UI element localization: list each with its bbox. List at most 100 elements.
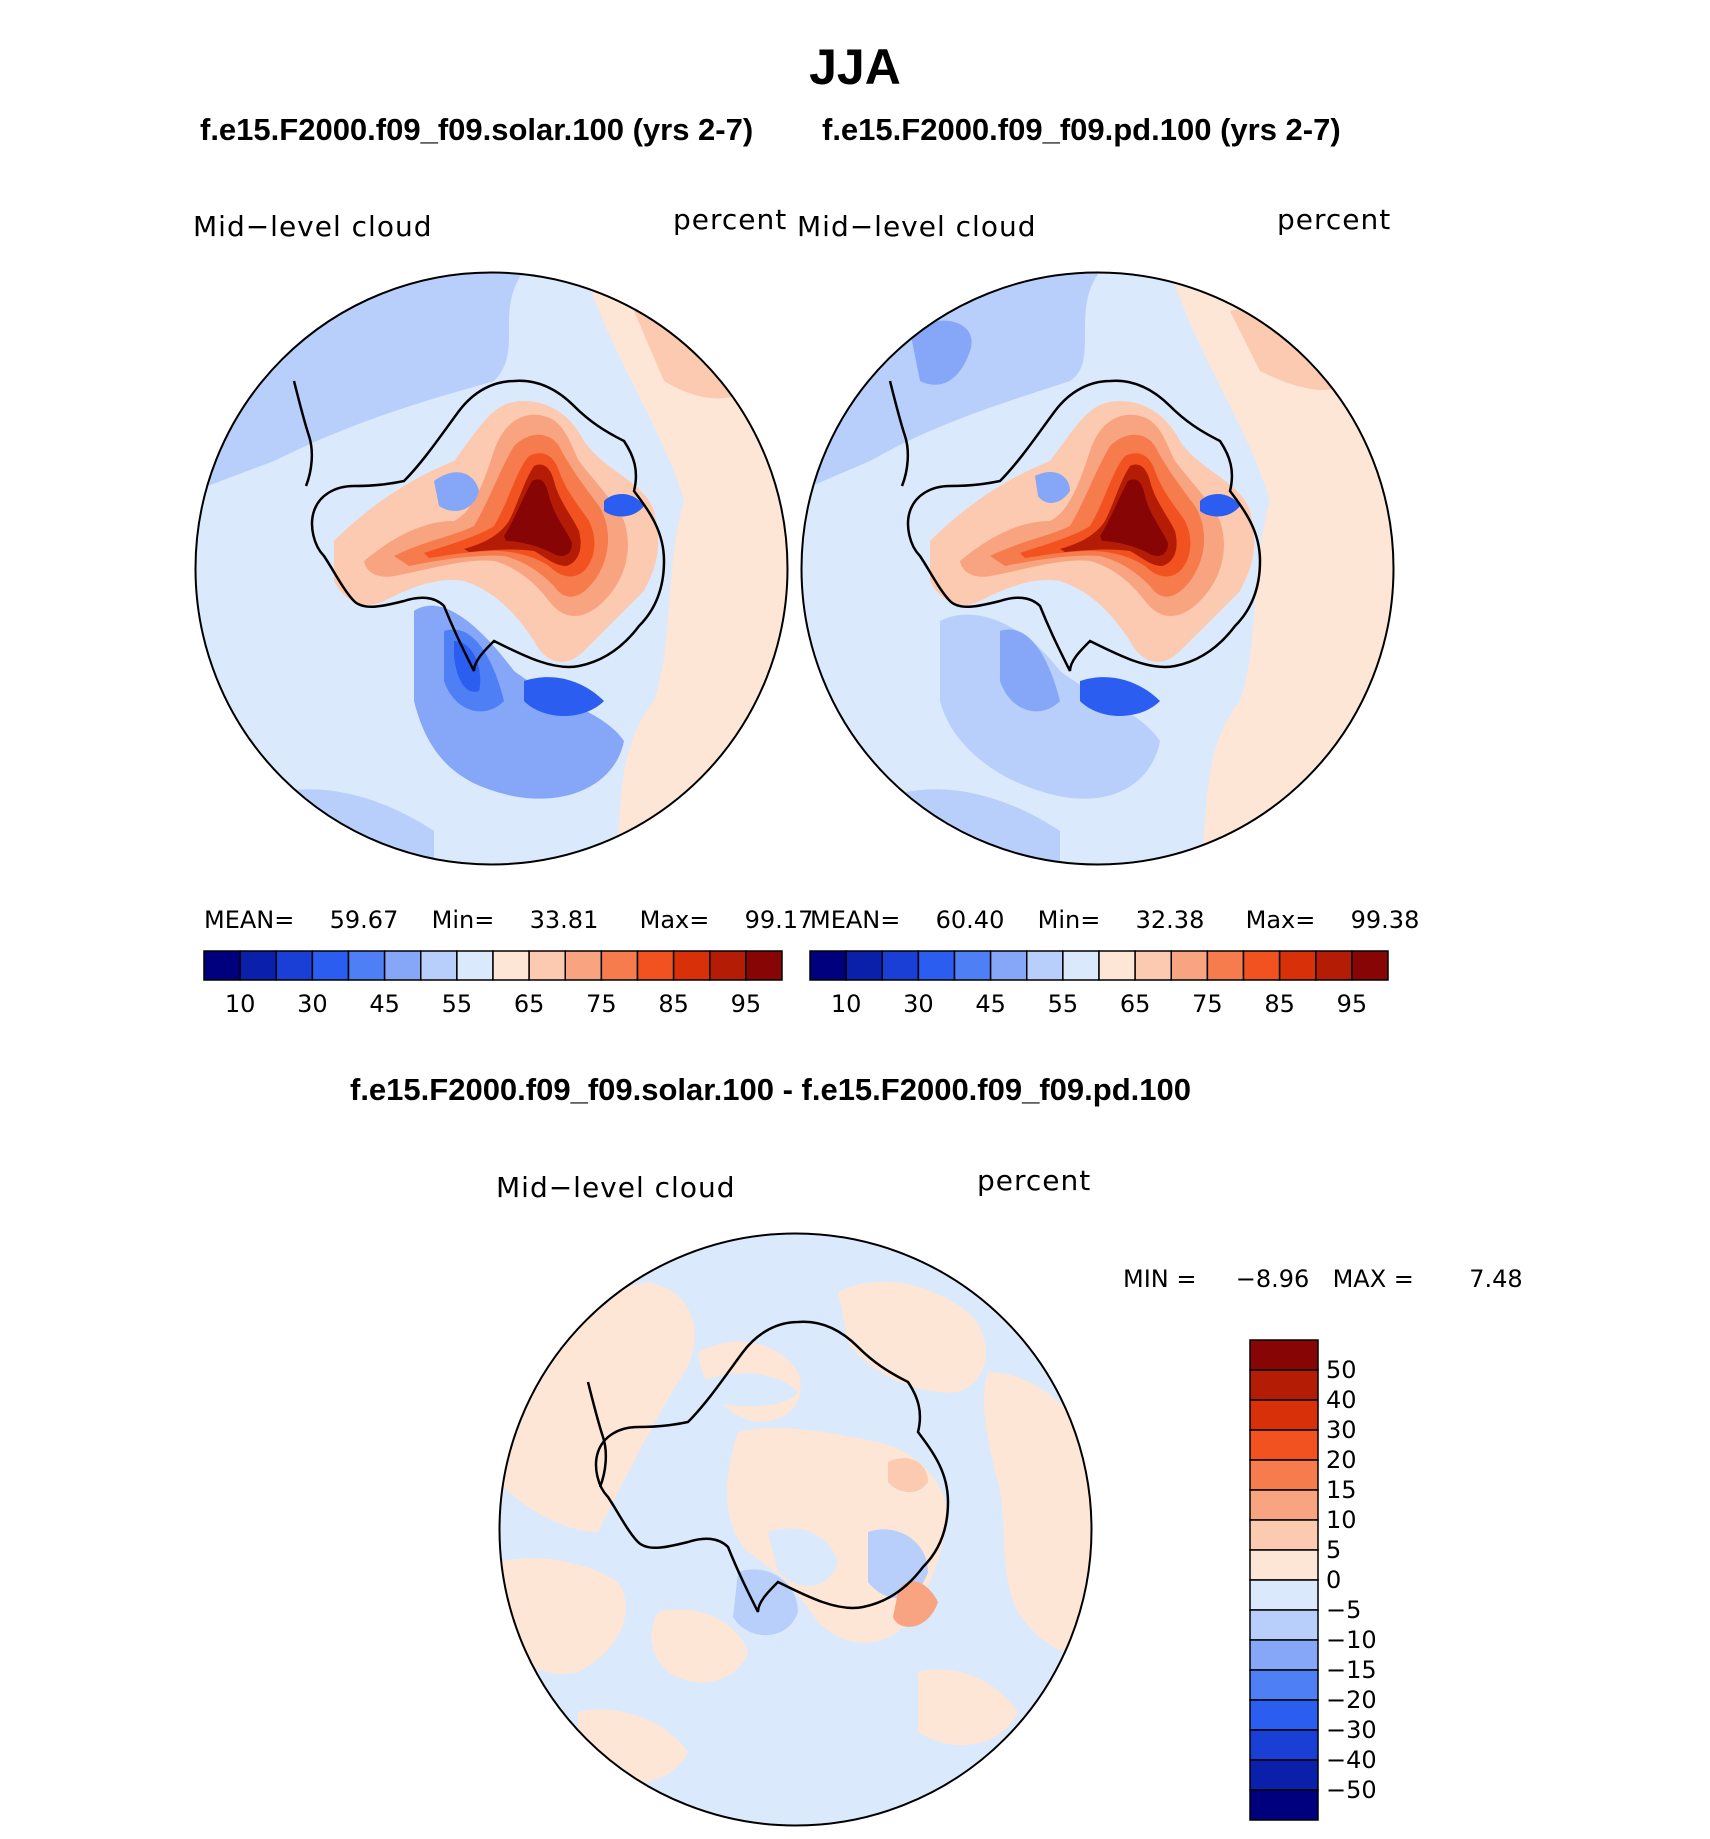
right-mean-value: 60.40 bbox=[935, 906, 1005, 934]
colorbar-tick-label: 30 bbox=[903, 990, 934, 1018]
colorbar-tick-label: 0 bbox=[1326, 1566, 1342, 1594]
colorbar-box bbox=[745, 950, 783, 981]
colorbar-box bbox=[1249, 1669, 1319, 1701]
right-mean-label: MEAN= bbox=[810, 906, 901, 934]
colorbar-tick-label: 95 bbox=[1336, 990, 1368, 1018]
colorbar-box bbox=[600, 950, 639, 981]
right-variable-label: Mid−level cloud bbox=[797, 210, 1037, 243]
diff-units-label: percent bbox=[977, 1164, 1092, 1197]
colorbar-box bbox=[311, 950, 350, 981]
colorbar-tick-label: 75 bbox=[586, 990, 617, 1018]
colorbar-right bbox=[809, 950, 1389, 981]
colorbar-tick-label: −40 bbox=[1326, 1746, 1377, 1774]
colorbar-tick-label: 15 bbox=[1326, 1476, 1357, 1504]
colorbar-right-ticks: 10 30 45 55 65 75 85 95 bbox=[810, 990, 1388, 1020]
colorbar-tick-label: 95 bbox=[730, 990, 762, 1018]
colorbar-tick-label: 55 bbox=[1047, 990, 1079, 1018]
colorbar-tick-label: −5 bbox=[1326, 1596, 1362, 1624]
colorbar-box bbox=[1098, 950, 1136, 981]
colorbar-tick-label: 40 bbox=[1326, 1386, 1357, 1414]
colorbar-box bbox=[1249, 1369, 1319, 1401]
colorbar-tick-label: −15 bbox=[1326, 1656, 1377, 1684]
colorbar-box bbox=[636, 950, 675, 981]
left-mean-label: MEAN= bbox=[204, 906, 295, 934]
colorbar-box bbox=[1249, 1459, 1319, 1491]
colorbar-box bbox=[953, 950, 992, 981]
colorbar-box bbox=[528, 950, 566, 981]
colorbar-box bbox=[917, 950, 956, 981]
case-title-right: f.e15.F2000.f09_f09.pd.100 (yrs 2-7) bbox=[822, 112, 1341, 147]
diff-min-value: −8.96 bbox=[1235, 1265, 1310, 1293]
colorbar-box bbox=[1278, 950, 1317, 981]
colorbar-tick-label: 30 bbox=[297, 990, 328, 1018]
right-max-label: Max= bbox=[1245, 906, 1316, 934]
colorbar-tick-label: 20 bbox=[1326, 1446, 1357, 1474]
colorbar-box bbox=[1351, 950, 1389, 981]
colorbar-box bbox=[1026, 950, 1064, 981]
colorbar-tick-label: 85 bbox=[658, 990, 689, 1018]
colorbar-tick-label: 65 bbox=[1119, 990, 1151, 1018]
colorbar-box bbox=[383, 950, 422, 981]
colorbar-tick-label: 10 bbox=[1326, 1506, 1357, 1534]
colorbar-tick-label: 10 bbox=[224, 990, 256, 1018]
colorbar-box bbox=[1249, 1789, 1319, 1821]
colorbar-box bbox=[809, 950, 847, 981]
difference-title: f.e15.F2000.f09_f09.solar.100 - f.e15.F2… bbox=[350, 1072, 1191, 1107]
colorbar-box bbox=[1170, 950, 1209, 981]
colorbar-box bbox=[881, 950, 920, 981]
colorbar-box bbox=[672, 950, 711, 981]
left-max-label: Max= bbox=[639, 906, 710, 934]
right-min-label: Min= bbox=[1037, 906, 1101, 934]
colorbar-box bbox=[1249, 1759, 1319, 1791]
colorbar-box bbox=[1249, 1339, 1319, 1371]
colorbar-tick-label: 45 bbox=[975, 990, 1006, 1018]
colorbar-box bbox=[1206, 950, 1245, 981]
colorbar-tick-label: 45 bbox=[369, 990, 400, 1018]
colorbar-tick-label: −30 bbox=[1326, 1716, 1377, 1744]
colorbar-box bbox=[347, 950, 386, 981]
colorbar-box bbox=[456, 950, 494, 981]
right-units-label: percent bbox=[1277, 203, 1392, 236]
colorbar-left-ticks: 10 30 45 55 65 75 85 95 bbox=[204, 990, 782, 1020]
colorbar-box bbox=[1062, 950, 1100, 981]
left-units-label: percent bbox=[673, 203, 788, 236]
colorbar-box bbox=[492, 950, 530, 981]
colorbar-tick-label: −50 bbox=[1326, 1776, 1377, 1804]
left-mean-value: 59.67 bbox=[329, 906, 399, 934]
colorbar-box bbox=[1249, 1639, 1319, 1671]
left-variable-label: Mid−level cloud bbox=[193, 210, 433, 243]
colorbar-box bbox=[1249, 1729, 1319, 1761]
colorbar-box bbox=[1249, 1429, 1319, 1461]
colorbar-box bbox=[1315, 950, 1353, 981]
diff-max-label: MAX = bbox=[1332, 1265, 1414, 1293]
colorbar-box bbox=[1249, 1579, 1319, 1611]
colorbar-tick-label: 10 bbox=[830, 990, 862, 1018]
left-max-value: 99.17 bbox=[744, 906, 814, 934]
colorbar-box bbox=[420, 950, 458, 981]
colorbar-difference bbox=[1249, 1339, 1319, 1821]
colorbar-box bbox=[275, 950, 314, 981]
left-min-label: Min= bbox=[431, 906, 495, 934]
colorbar-box bbox=[1249, 1549, 1319, 1581]
colorbar-box bbox=[709, 950, 747, 981]
diff-min-label: MIN = bbox=[1123, 1265, 1197, 1293]
colorbar-box bbox=[239, 950, 277, 981]
colorbar-box bbox=[1249, 1699, 1319, 1731]
colorbar-box bbox=[1242, 950, 1281, 981]
colorbar-tick-label: 85 bbox=[1264, 990, 1295, 1018]
colorbar-box bbox=[203, 950, 241, 981]
colorbar-tick-label: −10 bbox=[1326, 1626, 1377, 1654]
left-min-value: 33.81 bbox=[529, 906, 599, 934]
page-title: JJA bbox=[809, 39, 901, 95]
colorbar-box bbox=[989, 950, 1028, 981]
colorbar-tick-label: 30 bbox=[1326, 1416, 1357, 1444]
colorbar-box bbox=[1249, 1489, 1319, 1521]
map-left bbox=[194, 271, 789, 866]
map-difference bbox=[498, 1232, 1093, 1827]
colorbar-box bbox=[1249, 1609, 1319, 1641]
colorbar-box bbox=[1249, 1519, 1319, 1551]
colorbar-difference-ticks: 50 40 30 20 15 10 5 0 −5 −10 −15 −20 −30 −40 −50 bbox=[1326, 1340, 1436, 1820]
colorbar-tick-label: 5 bbox=[1326, 1536, 1342, 1564]
diff-variable-label: Mid−level cloud bbox=[496, 1171, 736, 1204]
right-max-value: 99.38 bbox=[1350, 906, 1420, 934]
